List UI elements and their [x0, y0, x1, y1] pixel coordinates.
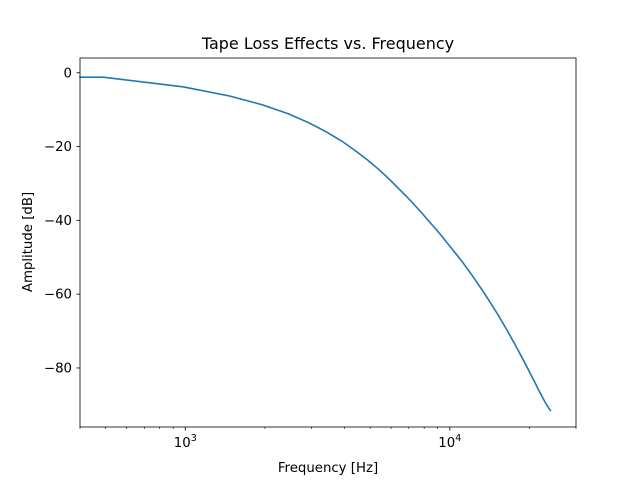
- plot-area: [79, 76, 552, 412]
- y-tick-label: −80: [44, 361, 72, 376]
- x-axis: 103 104: [79, 427, 577, 451]
- y-tick-label: −40: [44, 214, 72, 229]
- x-tick-label: 104: [438, 433, 461, 451]
- series-line-0: [79, 76, 552, 412]
- y-axis-label: Amplitude [dB]: [21, 192, 36, 292]
- axes-border: [79, 57, 577, 428]
- x-tick-label: 103: [174, 433, 197, 451]
- y-axis: 0 −20 −40 −60 −80: [44, 66, 80, 376]
- y-tick-label: −20: [44, 140, 72, 155]
- x-axis-label: Frequency [Hz]: [278, 461, 378, 476]
- chart-title: Tape Loss Effects vs. Frequency: [201, 34, 454, 53]
- axes-frame: [79, 57, 577, 428]
- y-tick-label: 0: [64, 66, 72, 81]
- y-tick-label: −60: [44, 288, 72, 303]
